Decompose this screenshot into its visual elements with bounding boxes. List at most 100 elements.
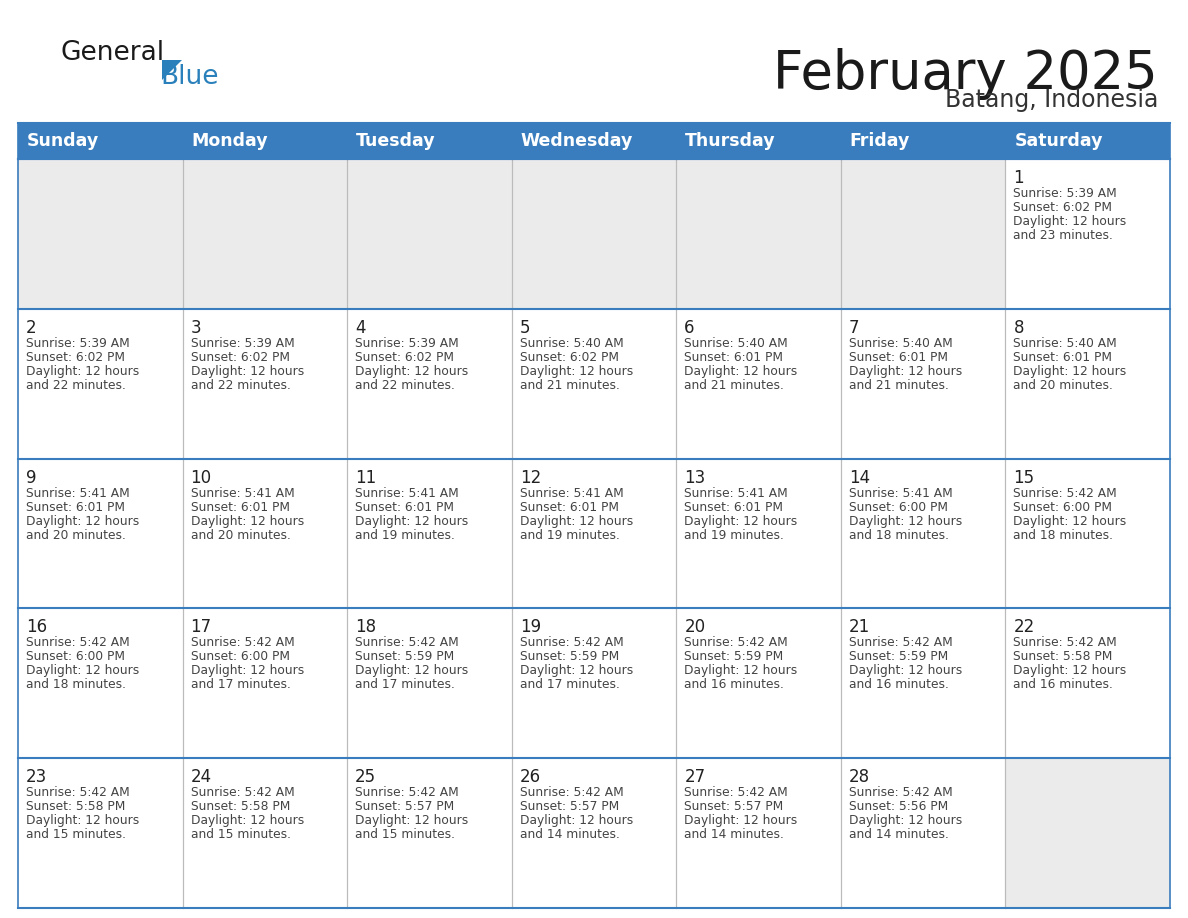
Text: Sunrise: 5:40 AM: Sunrise: 5:40 AM — [1013, 337, 1117, 350]
Text: Sunrise: 5:39 AM: Sunrise: 5:39 AM — [190, 337, 295, 350]
Text: Sunrise: 5:39 AM: Sunrise: 5:39 AM — [26, 337, 129, 350]
Text: Daylight: 12 hours: Daylight: 12 hours — [26, 814, 139, 827]
Text: General: General — [61, 40, 164, 66]
Text: and 20 minutes.: and 20 minutes. — [1013, 379, 1113, 392]
Bar — [676, 459, 841, 609]
Text: Sunrise: 5:41 AM: Sunrise: 5:41 AM — [355, 487, 459, 499]
Text: 11: 11 — [355, 468, 377, 487]
Bar — [1005, 159, 1170, 308]
Bar — [18, 459, 1170, 609]
Text: Sunset: 5:59 PM: Sunset: 5:59 PM — [519, 650, 619, 664]
Text: Sunday: Sunday — [27, 132, 100, 150]
Text: Sunset: 6:02 PM: Sunset: 6:02 PM — [355, 351, 454, 364]
Text: and 17 minutes.: and 17 minutes. — [519, 678, 620, 691]
Text: 23: 23 — [26, 768, 48, 786]
Text: Daylight: 12 hours: Daylight: 12 hours — [190, 515, 304, 528]
Text: and 20 minutes.: and 20 minutes. — [190, 529, 290, 542]
Text: Sunrise: 5:42 AM: Sunrise: 5:42 AM — [684, 786, 788, 800]
Text: 12: 12 — [519, 468, 541, 487]
Text: and 14 minutes.: and 14 minutes. — [519, 828, 620, 841]
Text: Daylight: 12 hours: Daylight: 12 hours — [684, 814, 797, 827]
Text: Sunrise: 5:42 AM: Sunrise: 5:42 AM — [519, 786, 624, 800]
Bar — [676, 308, 841, 459]
Text: Sunset: 5:57 PM: Sunset: 5:57 PM — [355, 800, 454, 813]
Text: 16: 16 — [26, 619, 48, 636]
Text: 8: 8 — [1013, 319, 1024, 337]
Text: 6: 6 — [684, 319, 695, 337]
Text: Daylight: 12 hours: Daylight: 12 hours — [519, 814, 633, 827]
Text: Daylight: 12 hours: Daylight: 12 hours — [190, 814, 304, 827]
Bar — [183, 758, 347, 908]
Text: 7: 7 — [849, 319, 859, 337]
Text: Sunset: 6:02 PM: Sunset: 6:02 PM — [519, 351, 619, 364]
Text: 26: 26 — [519, 768, 541, 786]
Text: and 17 minutes.: and 17 minutes. — [190, 678, 290, 691]
Text: 1: 1 — [1013, 169, 1024, 187]
Text: and 22 minutes.: and 22 minutes. — [26, 379, 126, 392]
Bar — [18, 308, 183, 459]
Text: Daylight: 12 hours: Daylight: 12 hours — [1013, 515, 1126, 528]
Text: Sunset: 5:58 PM: Sunset: 5:58 PM — [1013, 650, 1113, 664]
Text: Wednesday: Wednesday — [520, 132, 633, 150]
Text: Sunset: 6:00 PM: Sunset: 6:00 PM — [1013, 500, 1112, 513]
Bar — [512, 758, 676, 908]
Text: 3: 3 — [190, 319, 201, 337]
Text: 13: 13 — [684, 468, 706, 487]
Text: Sunset: 6:00 PM: Sunset: 6:00 PM — [190, 650, 290, 664]
Text: 17: 17 — [190, 619, 211, 636]
Bar — [347, 758, 512, 908]
Text: Daylight: 12 hours: Daylight: 12 hours — [519, 364, 633, 378]
Bar — [347, 308, 512, 459]
Bar — [676, 609, 841, 758]
Text: and 22 minutes.: and 22 minutes. — [355, 379, 455, 392]
Text: Sunset: 6:02 PM: Sunset: 6:02 PM — [26, 351, 125, 364]
Text: Daylight: 12 hours: Daylight: 12 hours — [849, 364, 962, 378]
Text: 21: 21 — [849, 619, 870, 636]
Text: Daylight: 12 hours: Daylight: 12 hours — [26, 364, 139, 378]
Text: 24: 24 — [190, 768, 211, 786]
Text: Sunset: 6:01 PM: Sunset: 6:01 PM — [519, 500, 619, 513]
Text: 15: 15 — [1013, 468, 1035, 487]
Text: Monday: Monday — [191, 132, 268, 150]
Bar — [512, 308, 676, 459]
Text: and 14 minutes.: and 14 minutes. — [849, 828, 949, 841]
Text: Daylight: 12 hours: Daylight: 12 hours — [1013, 364, 1126, 378]
Text: and 14 minutes.: and 14 minutes. — [684, 828, 784, 841]
Text: Sunset: 5:57 PM: Sunset: 5:57 PM — [519, 800, 619, 813]
Text: Daylight: 12 hours: Daylight: 12 hours — [519, 515, 633, 528]
Text: Sunrise: 5:42 AM: Sunrise: 5:42 AM — [1013, 636, 1117, 649]
Text: Daylight: 12 hours: Daylight: 12 hours — [1013, 215, 1126, 228]
Text: and 16 minutes.: and 16 minutes. — [849, 678, 949, 691]
Text: Sunrise: 5:41 AM: Sunrise: 5:41 AM — [684, 487, 788, 499]
Text: Sunset: 6:01 PM: Sunset: 6:01 PM — [849, 351, 948, 364]
Text: Daylight: 12 hours: Daylight: 12 hours — [355, 814, 468, 827]
Text: Sunrise: 5:42 AM: Sunrise: 5:42 AM — [519, 636, 624, 649]
Text: Sunrise: 5:40 AM: Sunrise: 5:40 AM — [519, 337, 624, 350]
Bar — [183, 609, 347, 758]
Text: Daylight: 12 hours: Daylight: 12 hours — [684, 665, 797, 677]
Bar — [183, 459, 347, 609]
Text: and 15 minutes.: and 15 minutes. — [355, 828, 455, 841]
Text: and 22 minutes.: and 22 minutes. — [190, 379, 290, 392]
Text: Sunrise: 5:42 AM: Sunrise: 5:42 AM — [355, 636, 459, 649]
Text: February 2025: February 2025 — [773, 48, 1158, 100]
Text: and 20 minutes.: and 20 minutes. — [26, 529, 126, 542]
Text: Sunset: 6:01 PM: Sunset: 6:01 PM — [355, 500, 454, 513]
Text: Sunset: 5:56 PM: Sunset: 5:56 PM — [849, 800, 948, 813]
Bar — [841, 609, 1005, 758]
Text: Sunrise: 5:41 AM: Sunrise: 5:41 AM — [190, 487, 295, 499]
Text: Sunrise: 5:41 AM: Sunrise: 5:41 AM — [849, 487, 953, 499]
Bar — [18, 308, 1170, 459]
Bar — [1005, 609, 1170, 758]
Text: Sunrise: 5:41 AM: Sunrise: 5:41 AM — [519, 487, 624, 499]
Text: Daylight: 12 hours: Daylight: 12 hours — [355, 665, 468, 677]
Bar — [512, 609, 676, 758]
Text: Daylight: 12 hours: Daylight: 12 hours — [849, 814, 962, 827]
Text: and 21 minutes.: and 21 minutes. — [684, 379, 784, 392]
Text: and 19 minutes.: and 19 minutes. — [684, 529, 784, 542]
Text: and 19 minutes.: and 19 minutes. — [355, 529, 455, 542]
Text: Daylight: 12 hours: Daylight: 12 hours — [849, 515, 962, 528]
Text: 9: 9 — [26, 468, 37, 487]
Bar — [183, 308, 347, 459]
Text: Sunrise: 5:42 AM: Sunrise: 5:42 AM — [1013, 487, 1117, 499]
